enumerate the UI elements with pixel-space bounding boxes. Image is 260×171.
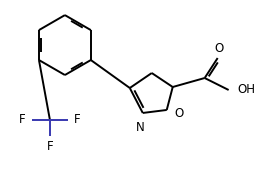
Text: N: N — [135, 121, 144, 134]
Text: F: F — [47, 140, 53, 153]
Text: F: F — [74, 113, 81, 126]
Text: OH: OH — [238, 83, 256, 96]
Text: O: O — [214, 42, 223, 55]
Text: F: F — [19, 113, 26, 126]
Text: O: O — [175, 107, 184, 120]
